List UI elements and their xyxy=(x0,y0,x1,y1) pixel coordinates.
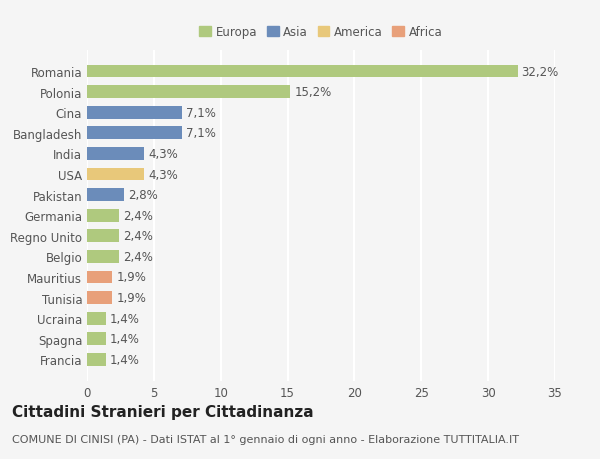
Bar xyxy=(87,168,145,181)
Text: 2,8%: 2,8% xyxy=(128,189,158,202)
Bar xyxy=(87,189,124,202)
Text: 2,4%: 2,4% xyxy=(123,209,153,222)
Bar xyxy=(87,271,112,284)
Bar xyxy=(87,66,518,78)
Text: COMUNE DI CINISI (PA) - Dati ISTAT al 1° gennaio di ogni anno - Elaborazione TUT: COMUNE DI CINISI (PA) - Dati ISTAT al 1°… xyxy=(12,434,519,444)
Text: 32,2%: 32,2% xyxy=(521,65,559,78)
Text: Cittadini Stranieri per Cittadinanza: Cittadini Stranieri per Cittadinanza xyxy=(12,404,314,419)
Bar xyxy=(87,127,182,140)
Bar xyxy=(87,86,290,99)
Bar xyxy=(87,209,119,222)
Bar xyxy=(87,353,106,366)
Bar xyxy=(87,106,182,119)
Text: 2,4%: 2,4% xyxy=(123,250,153,263)
Bar xyxy=(87,333,106,346)
Text: 2,4%: 2,4% xyxy=(123,230,153,243)
Text: 1,4%: 1,4% xyxy=(110,332,140,346)
Text: 4,3%: 4,3% xyxy=(149,168,178,181)
Bar xyxy=(87,251,119,263)
Text: 1,9%: 1,9% xyxy=(116,271,146,284)
Text: 1,4%: 1,4% xyxy=(110,353,140,366)
Legend: Europa, Asia, America, Africa: Europa, Asia, America, Africa xyxy=(197,23,445,41)
Bar xyxy=(87,291,112,304)
Text: 1,4%: 1,4% xyxy=(110,312,140,325)
Text: 15,2%: 15,2% xyxy=(294,86,332,99)
Bar xyxy=(87,148,145,161)
Bar xyxy=(87,312,106,325)
Bar xyxy=(87,230,119,243)
Text: 7,1%: 7,1% xyxy=(186,106,216,119)
Text: 1,9%: 1,9% xyxy=(116,291,146,304)
Text: 7,1%: 7,1% xyxy=(186,127,216,140)
Text: 4,3%: 4,3% xyxy=(149,148,178,161)
